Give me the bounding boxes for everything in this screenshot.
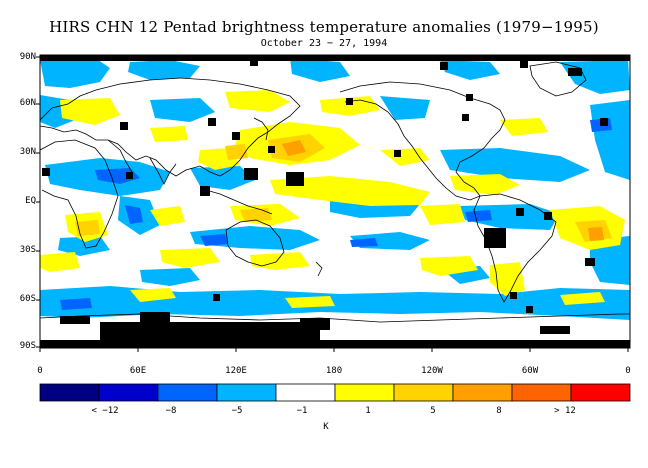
colorbar-swatch-3 [157,383,218,402]
lon-label-120w: 120W [421,366,443,376]
lat-label-30s: 30S [19,245,36,255]
colorbar-swatch-9 [511,383,572,402]
colorbar-label-7: 8 [496,406,502,416]
colorbar-swatch-7 [393,383,454,402]
colorbar-label-1: < −12 [91,406,119,416]
colorbar-swatch-10 [570,383,631,402]
strong-negative-regions [60,118,612,310]
lat-label-30n: 30N [19,147,36,157]
lon-label-0-east: 0 [625,366,631,376]
colorbar-swatch-1 [39,383,100,402]
lon-label-180: 180 [325,366,343,376]
lon-label-60e: 60E [129,366,147,376]
colorbar-swatch-6 [334,383,395,402]
colorbar-label-8: > 12 [554,406,576,416]
colorbar [39,383,631,402]
lat-label-90n: 90N [19,52,36,62]
lat-label-eq: EQ [25,196,36,206]
colorbar-swatch-8 [452,383,513,402]
colorbar-swatch-4 [216,383,277,402]
lat-label-60s: 60S [19,294,36,304]
lon-label-60w: 60W [521,366,539,376]
colorbar-label-3: −5 [231,406,243,416]
lat-label-60n: 60N [19,98,36,108]
map-title: HIRS CHN 12 Pentad brightness temperatur… [49,18,599,36]
colorbar-label-2: −8 [165,406,177,416]
colorbar-label-6: 5 [430,406,436,416]
very-strong-positive-regions [282,140,604,241]
colorbar-label-5: 1 [365,406,371,416]
negative-anomaly-regions [40,58,630,320]
map-subtitle: October 23 − 27, 1994 [260,38,388,49]
lat-label-90s: 90S [19,341,36,351]
colorbar-swatch-2 [98,383,159,402]
lon-label-0: 0 [37,366,43,376]
colorbar-label-4: −1 [296,406,308,416]
coastlines [40,61,630,323]
axis-ticks [36,56,629,352]
colorbar-unit: K [323,422,329,432]
lon-label-120e: 120E [225,366,247,376]
colorbar-swatch-5 [275,383,336,402]
